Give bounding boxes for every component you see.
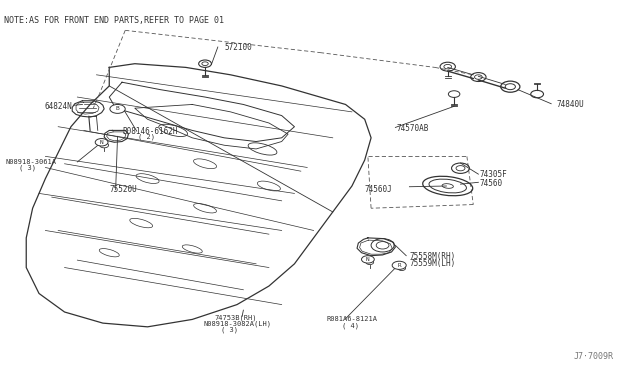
Circle shape <box>392 261 406 269</box>
Text: 74305F: 74305F <box>479 170 508 179</box>
Text: 74560: 74560 <box>479 179 503 187</box>
Text: ( 3): ( 3) <box>221 327 238 333</box>
Text: 572100: 572100 <box>224 42 252 51</box>
Text: N08918-3082A(LH): N08918-3082A(LH) <box>204 321 272 327</box>
Text: 64824N: 64824N <box>44 102 72 111</box>
Text: 75520U: 75520U <box>109 185 137 194</box>
Text: ( 4): ( 4) <box>342 322 359 328</box>
Text: 74753B(RH): 74753B(RH) <box>214 314 257 321</box>
Text: 74570AB: 74570AB <box>397 124 429 133</box>
Circle shape <box>362 256 374 263</box>
Text: ( 2): ( 2) <box>138 134 155 140</box>
Text: 74840U: 74840U <box>556 100 584 109</box>
Text: NOTE:AS FOR FRONT END PARTS,REFER TO PAGE 01: NOTE:AS FOR FRONT END PARTS,REFER TO PAG… <box>4 16 224 25</box>
Text: R: R <box>397 263 401 268</box>
Circle shape <box>110 105 125 113</box>
Text: R081A6-8121A: R081A6-8121A <box>326 317 378 323</box>
Text: B: B <box>116 106 120 111</box>
Text: N: N <box>366 257 370 262</box>
Text: 74560J: 74560J <box>365 185 392 194</box>
Text: 75558M(RH): 75558M(RH) <box>410 252 456 261</box>
Text: B08146-6162H: B08146-6162H <box>122 126 177 136</box>
Text: N: N <box>100 140 104 145</box>
Text: N08918-3061A: N08918-3061A <box>6 159 57 165</box>
Text: J7·7009R: J7·7009R <box>574 352 614 361</box>
Text: ( 3): ( 3) <box>19 165 36 171</box>
Circle shape <box>95 138 108 146</box>
Text: 75559M(LH): 75559M(LH) <box>410 259 456 267</box>
